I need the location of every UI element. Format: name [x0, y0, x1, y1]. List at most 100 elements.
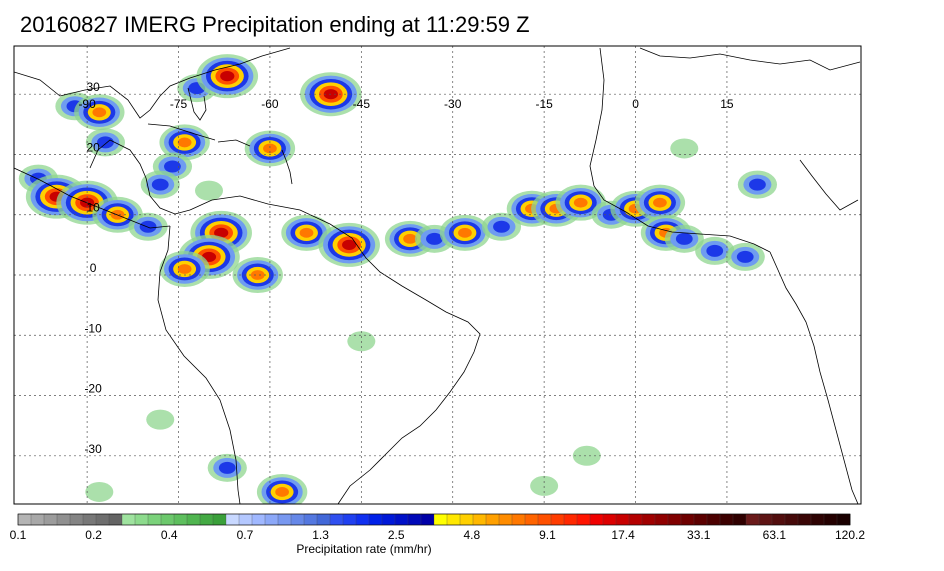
coastline-lesser-antilles	[281, 149, 293, 185]
coastline-mediterranean	[639, 47, 861, 71]
colorbar-swatch	[524, 513, 539, 526]
colorbar-swatch	[290, 513, 305, 526]
colorbar-tick-label: 0.1	[10, 528, 27, 542]
lon-tick-label: -15	[535, 97, 553, 111]
precip-cell	[220, 71, 235, 82]
precip-cell	[653, 197, 667, 208]
colorbar-swatch	[394, 513, 409, 526]
colorbar-swatch	[511, 513, 526, 526]
colorbar-swatch	[355, 513, 370, 526]
colorbar-swatch	[381, 513, 396, 526]
coastline-florida	[187, 87, 207, 121]
colorbar-swatch	[446, 513, 461, 526]
colorbar-swatch	[498, 513, 513, 526]
precip-cell	[675, 232, 693, 245]
coastline-south-america-north	[189, 195, 481, 504]
colorbar-tick-label: 2.5	[388, 528, 405, 542]
colorbar-swatch	[732, 513, 747, 526]
colorbar-tick-label: 17.4	[611, 528, 635, 542]
precip-cell	[403, 233, 417, 244]
lon-tick-label: -30	[444, 97, 462, 111]
lat-tick-label: 0	[90, 261, 97, 275]
precip-cell	[572, 445, 601, 466]
colorbar-swatch	[836, 513, 851, 526]
precip-cell	[146, 409, 175, 430]
precip-cell	[151, 178, 169, 191]
colorbar-swatch	[537, 513, 552, 526]
precip-cell	[706, 244, 724, 257]
colorbar-swatch	[420, 513, 435, 526]
coastline-africa-gulf-guinea	[769, 251, 859, 504]
colorbar-swatch	[108, 513, 123, 526]
colorbar-swatch	[407, 513, 422, 526]
precip-cell	[749, 178, 766, 191]
precip-cell	[164, 160, 181, 173]
lat-tick-label: -20	[84, 382, 102, 396]
colorbar-tick-label: 0.7	[237, 528, 254, 542]
colorbar-swatch	[212, 513, 227, 526]
colorbar-swatch	[771, 513, 786, 526]
colorbar: 0.1 0.2 0.4 0.7 1.3 2.5 4.8 9.1 17.4 33.1 63.1 120.…	[10, 513, 865, 542]
colorbar-swatch	[693, 513, 708, 526]
precipitation-layer	[18, 54, 778, 504]
precip-cell	[177, 264, 192, 274]
colorbar-swatch	[589, 513, 604, 526]
colorbar-swatch	[485, 513, 500, 526]
precip-cell	[218, 461, 236, 474]
colorbar-swatch	[147, 513, 162, 526]
colorbar-swatch	[17, 513, 32, 526]
colorbar-swatch	[654, 513, 669, 526]
colorbar-swatch	[251, 513, 266, 526]
colorbar-swatch	[303, 513, 318, 526]
precip-cell	[214, 227, 229, 238]
lon-tick-label: -60	[261, 97, 279, 111]
colorbar-swatch	[329, 513, 344, 526]
colorbar-swatch	[602, 513, 617, 526]
precip-cell	[177, 137, 192, 148]
colorbar-swatch	[641, 513, 656, 526]
colorbar-tick-label: 9.1	[539, 528, 556, 542]
coastline-africa-north	[589, 47, 771, 253]
lon-tick-label: 0	[632, 97, 639, 111]
colorbar-swatch	[797, 513, 812, 526]
colorbar-swatch	[225, 513, 240, 526]
precip-cell	[92, 107, 107, 118]
lat-tick-label: 10	[86, 201, 100, 215]
colorbar-swatch	[459, 513, 474, 526]
precip-cell	[342, 239, 357, 250]
precip-cell	[530, 475, 559, 496]
colorbar-swatch	[563, 513, 578, 526]
coastline-yucatan	[89, 139, 147, 179]
colorbar-tick-label: 33.1	[687, 528, 711, 542]
colorbar-swatch	[160, 513, 175, 526]
colorbar-swatch	[823, 513, 838, 526]
lon-tick-label: -75	[170, 97, 188, 111]
colorbar-swatch	[56, 513, 71, 526]
coastline-central-america-caribbean	[145, 177, 191, 215]
colorbar-swatch	[173, 513, 188, 526]
colorbar-swatch	[433, 513, 448, 526]
lon-tick-label: -45	[353, 97, 371, 111]
colorbar-swatch	[680, 513, 695, 526]
colorbar-tick-label: 63.1	[763, 528, 787, 542]
precip-cell	[139, 220, 157, 233]
colorbar-swatch	[199, 513, 214, 526]
colorbar-swatch	[576, 513, 591, 526]
graticule-labels: -90 -75 -60 -45 -30 -15 0 15 30 20 10 0 -10 -20 -30	[78, 80, 733, 456]
precip-cell	[670, 138, 699, 159]
map-frame	[13, 45, 862, 505]
colorbar-swatch	[121, 513, 136, 526]
lon-tick-label: -90	[78, 97, 96, 111]
colorbar-swatch	[186, 513, 201, 526]
colorbar-swatch	[134, 513, 149, 526]
colorbar-swatch	[82, 513, 97, 526]
colorbar-swatch	[706, 513, 721, 526]
colorbar-swatch	[264, 513, 279, 526]
precip-cell	[458, 227, 472, 238]
map-title: 20160827 IMERG Precipitation ending at 1…	[20, 12, 530, 37]
colorbar-swatch	[615, 513, 630, 526]
precip-cell	[736, 250, 754, 263]
precip-cell	[275, 487, 289, 497]
precip-cell	[263, 143, 277, 154]
